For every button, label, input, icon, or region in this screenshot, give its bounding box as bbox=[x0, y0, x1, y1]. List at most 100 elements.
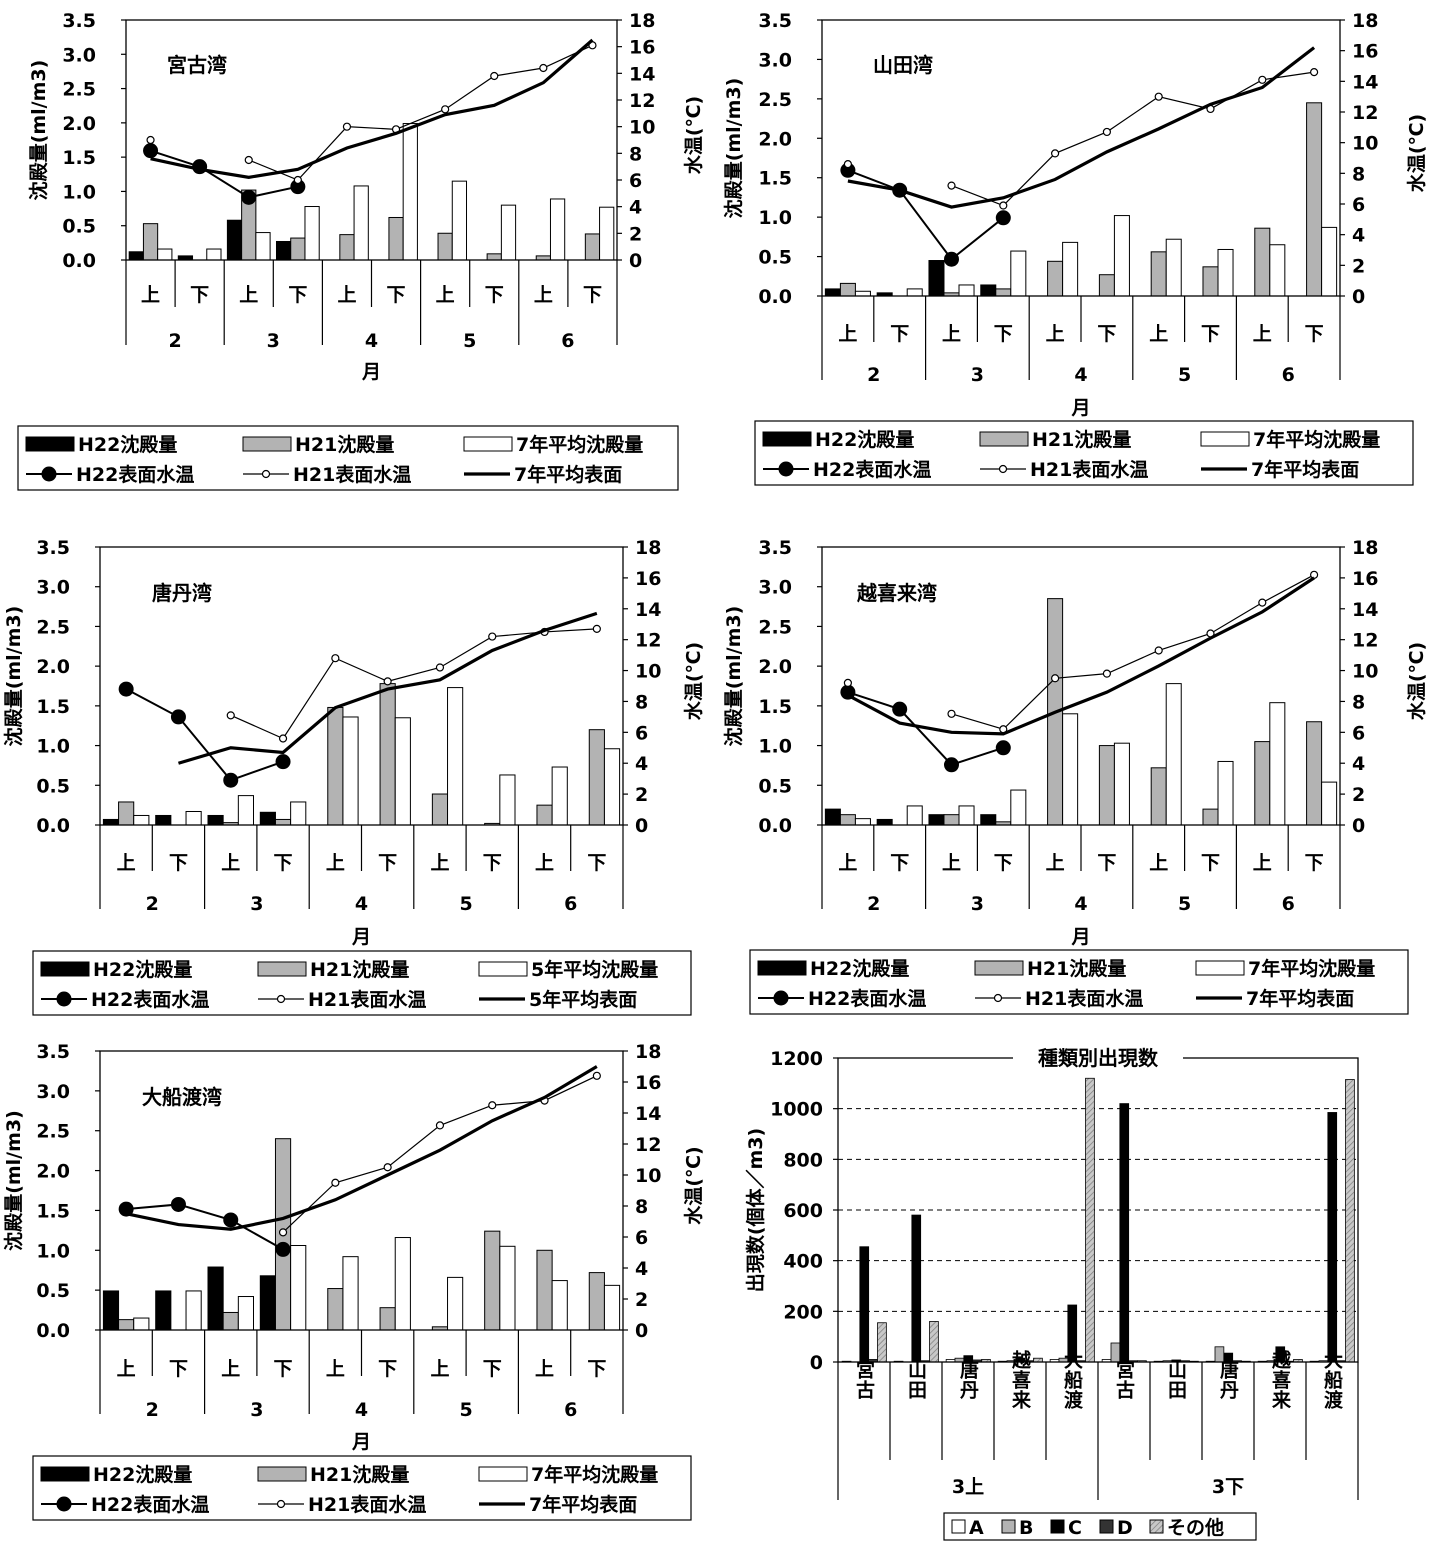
y2-tick-label: 14 bbox=[1352, 599, 1378, 621]
bar bbox=[536, 1249, 553, 1331]
x-tick-label: 下 bbox=[1201, 852, 1220, 874]
y-tick-label: 0.5 bbox=[62, 216, 96, 238]
legend-item: その他 bbox=[1149, 1516, 1224, 1539]
y-tick-label: 1.5 bbox=[36, 696, 70, 718]
legend-label: 7年平均表面 bbox=[1246, 987, 1354, 1010]
y-tick-label: 0.0 bbox=[36, 1320, 70, 1342]
legend-swatch bbox=[1195, 960, 1245, 976]
data-point bbox=[1309, 68, 1319, 77]
chart-title: 種類別出現数 bbox=[1038, 1046, 1159, 1070]
series-line bbox=[847, 46, 1316, 209]
data-point bbox=[944, 251, 959, 267]
month-label: 4 bbox=[355, 1399, 368, 1421]
data-point bbox=[1309, 570, 1319, 579]
bar bbox=[549, 198, 566, 261]
series-line bbox=[847, 691, 1004, 766]
y2-tick-label: 10 bbox=[1352, 661, 1378, 683]
y-tick-label: 1.0 bbox=[36, 736, 70, 758]
bar bbox=[943, 814, 960, 826]
bar bbox=[1010, 789, 1027, 826]
bar bbox=[995, 288, 1012, 297]
bar bbox=[1113, 215, 1130, 297]
y2-tick-label: 2 bbox=[635, 784, 648, 806]
bar bbox=[222, 1311, 239, 1331]
legend-item: H21沈殿量 bbox=[257, 1463, 409, 1486]
legend-item: H21表面水温 bbox=[975, 987, 1143, 1010]
bar bbox=[155, 1290, 172, 1331]
x-tick-label: 下 bbox=[274, 852, 293, 874]
legend-label: A bbox=[969, 1517, 984, 1539]
legend-item: H22沈殿量 bbox=[40, 958, 192, 981]
bar bbox=[929, 1321, 939, 1363]
y2-tick-label: 12 bbox=[635, 1134, 661, 1156]
bar bbox=[499, 1245, 516, 1331]
data-point bbox=[435, 1121, 445, 1130]
data-point bbox=[290, 179, 306, 195]
bar bbox=[1165, 683, 1182, 826]
data-point bbox=[293, 175, 302, 185]
data-point bbox=[342, 122, 352, 131]
bar bbox=[1150, 251, 1167, 297]
x-tick-label: 下 bbox=[274, 1358, 293, 1380]
legend: A B C D その他 bbox=[943, 1512, 1257, 1541]
series-line bbox=[248, 44, 593, 181]
y2-tick-label: 18 bbox=[635, 1041, 661, 1063]
legend-marker bbox=[56, 991, 72, 1007]
y-tick-label: 1.5 bbox=[758, 696, 792, 718]
bar bbox=[500, 204, 517, 261]
x-tick-label: 下 bbox=[485, 284, 504, 306]
legend-item: H22沈殿量 bbox=[757, 957, 909, 980]
series-line bbox=[847, 169, 1004, 261]
bar bbox=[1327, 1112, 1338, 1363]
bar bbox=[1085, 1077, 1095, 1363]
data-point bbox=[892, 701, 908, 717]
y2-tick-label: 12 bbox=[629, 90, 655, 112]
bar bbox=[603, 1284, 621, 1331]
data-point bbox=[947, 709, 956, 718]
legend-label: H22沈殿量 bbox=[93, 958, 192, 981]
bar bbox=[447, 1276, 464, 1331]
bar bbox=[1113, 742, 1130, 826]
y2-tick-label: 16 bbox=[1352, 568, 1378, 590]
data-point bbox=[1050, 674, 1060, 683]
legend-swatch bbox=[757, 960, 807, 976]
legend-item: H21沈殿量 bbox=[257, 958, 409, 981]
x-tick-label: 越喜来 bbox=[1009, 1349, 1032, 1410]
month-label: 5 bbox=[1178, 364, 1191, 386]
bar bbox=[824, 808, 841, 826]
chart-4: 0.0 0.5 1.0 1.5 2.0 2.5 3.0 3.5 0 2 4 6 8 10 12 14 16 18 上… bbox=[2, 1041, 705, 1521]
legend-marker bbox=[41, 466, 57, 482]
chart-title: 山田湾 bbox=[873, 53, 933, 77]
data-point bbox=[278, 734, 288, 743]
y2-axis-title: 水温(℃) bbox=[683, 1146, 705, 1224]
bar bbox=[854, 290, 871, 297]
x-tick-label: 上 bbox=[337, 284, 356, 306]
month-label: 3 bbox=[250, 1399, 263, 1421]
data-point bbox=[490, 71, 499, 81]
y2-axis-title: 水温(℃) bbox=[683, 96, 705, 174]
legend-label: H22沈殿量 bbox=[815, 428, 914, 451]
data-point bbox=[592, 624, 601, 633]
bar bbox=[603, 748, 621, 826]
bar bbox=[486, 253, 502, 261]
y2-tick-label: 8 bbox=[629, 143, 642, 165]
chart-0: 0.0 0.5 1.0 1.5 2.0 2.5 3.0 3.5 0 2 4 6 8 10 12 14 16 18 上… bbox=[17, 10, 705, 491]
legend-swatch bbox=[974, 960, 1024, 976]
legend-frame bbox=[754, 420, 1414, 486]
legend-swatch bbox=[257, 961, 307, 977]
legend: H22沈殿量 H21沈殿量 7年平均沈殿量 H22表面水温 H21表面水温 7年平均表面 bbox=[32, 1455, 692, 1521]
data-point bbox=[441, 105, 450, 114]
month-label: 4 bbox=[365, 330, 378, 352]
x-tick-label: 下 bbox=[890, 323, 909, 345]
y-tick-label: 2.5 bbox=[758, 89, 792, 111]
x-tick-label: 上 bbox=[942, 852, 961, 874]
y-tick-label: 3.5 bbox=[758, 10, 792, 32]
bar bbox=[906, 288, 923, 297]
x-tick-label: 下 bbox=[288, 284, 307, 306]
bar bbox=[876, 818, 893, 826]
x-tick-label: 下 bbox=[1201, 323, 1220, 345]
legend-item: 7年平均表面 bbox=[1196, 987, 1354, 1010]
bar bbox=[118, 801, 135, 826]
x-tick-label: 上 bbox=[942, 323, 961, 345]
legend-frame bbox=[32, 1455, 692, 1521]
